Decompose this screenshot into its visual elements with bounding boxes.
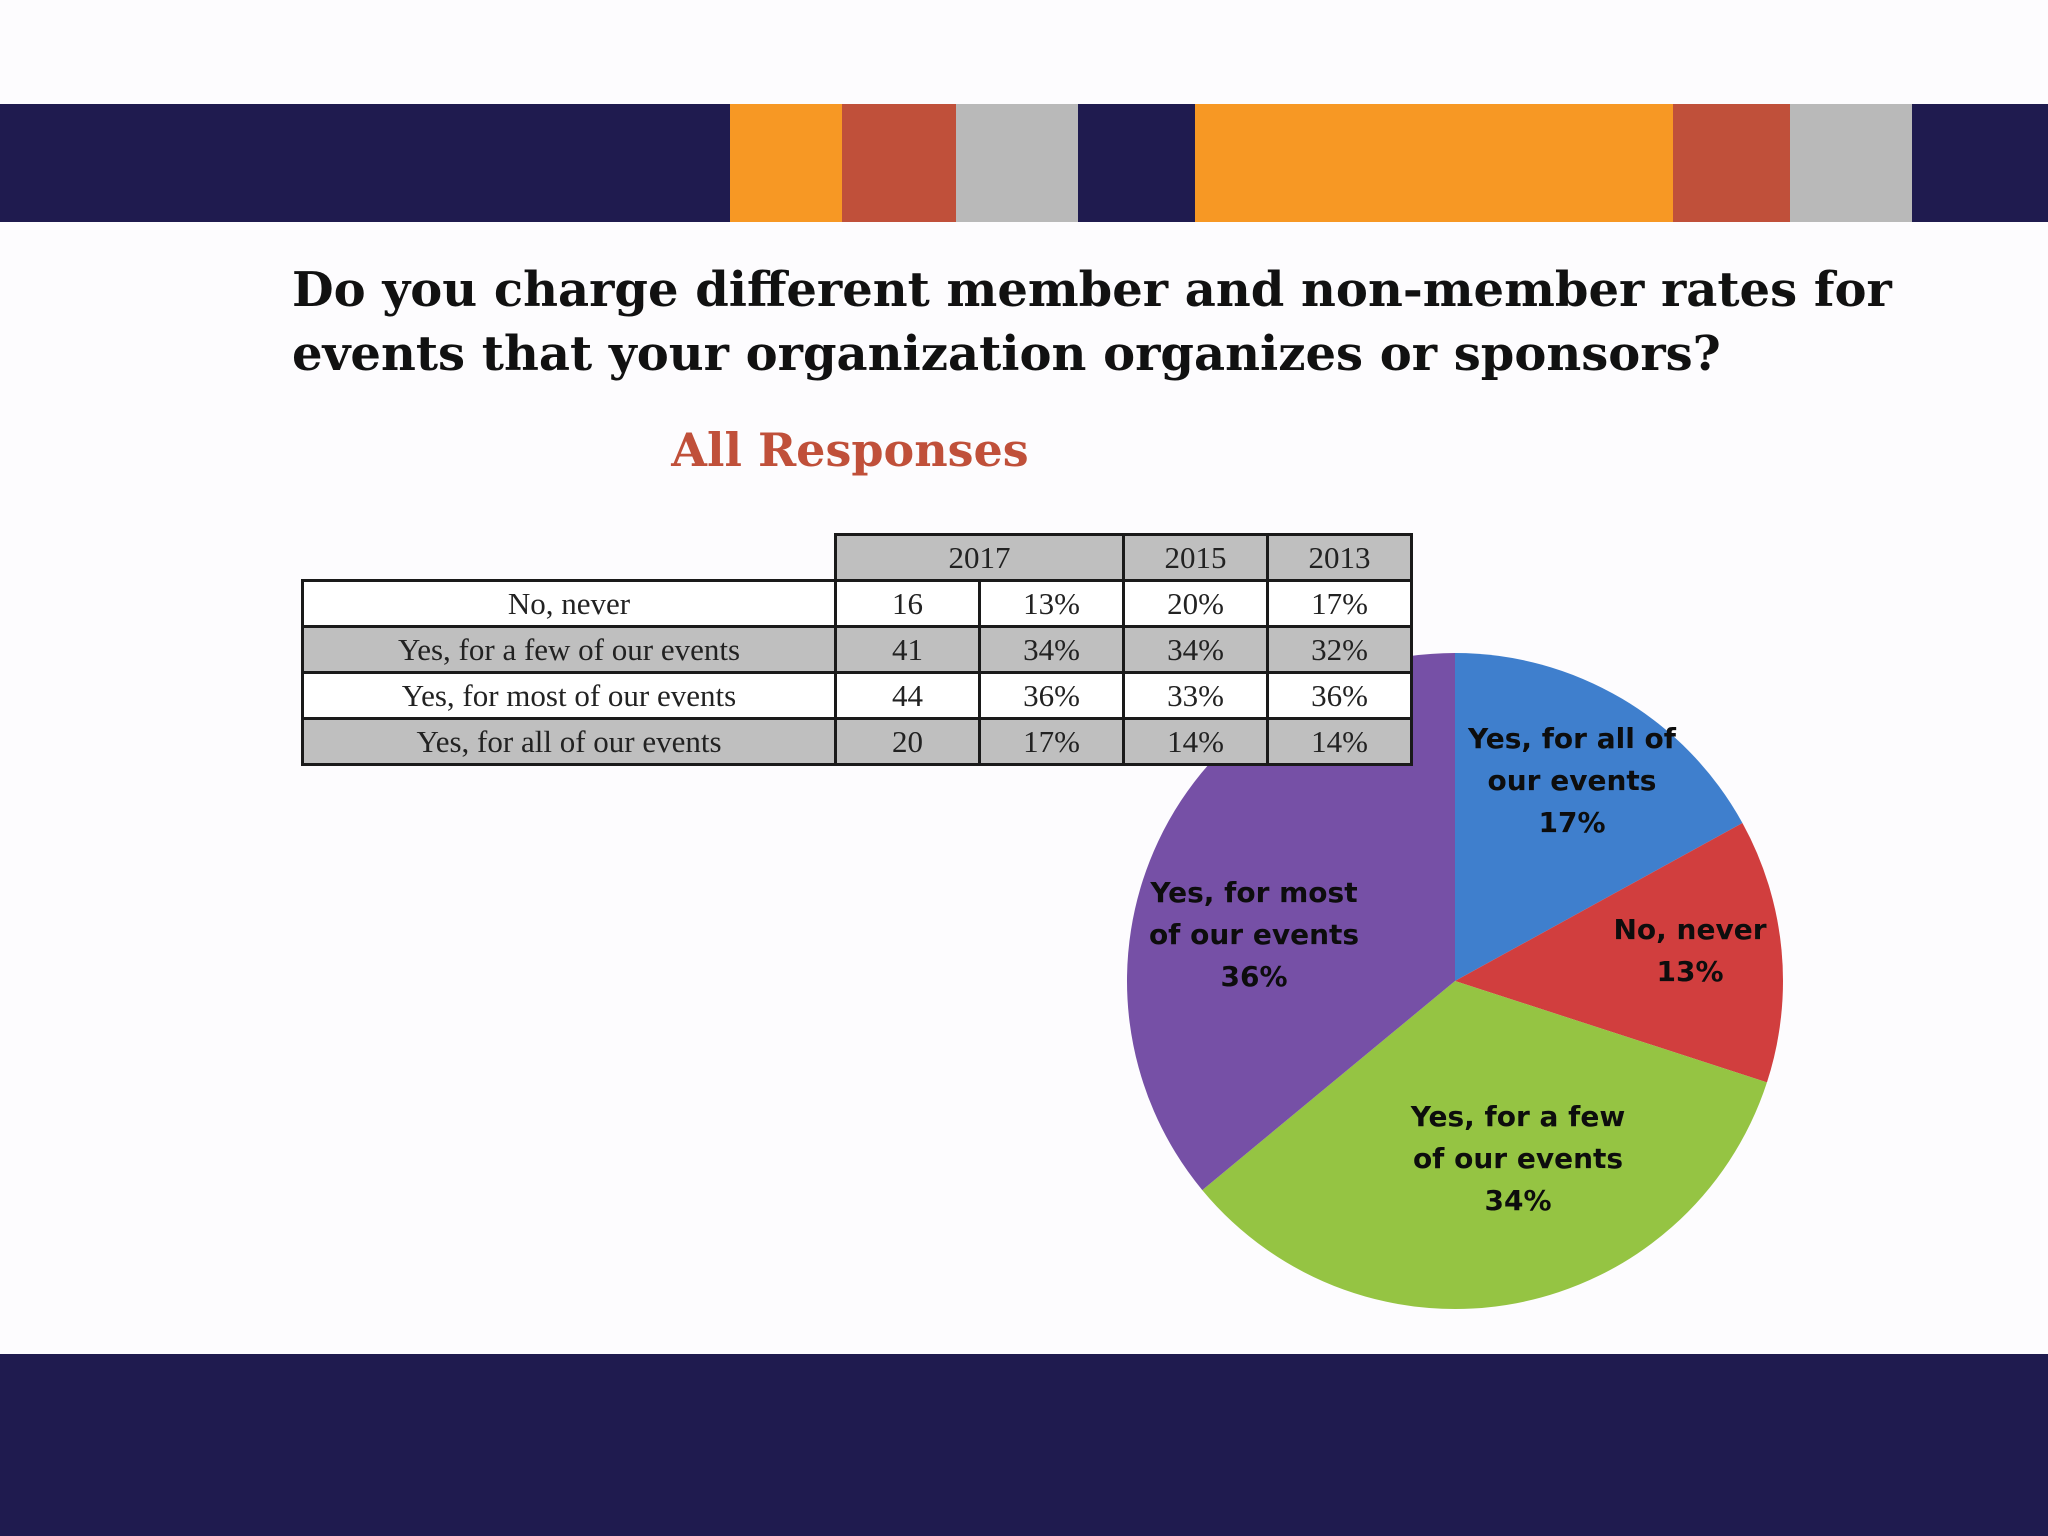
header-year-2015: 2015 [1122,533,1269,582]
pie-slice [1202,981,1767,1309]
percent-2013: 14% [1266,717,1413,766]
slice-label-line: Yes, for a few [1410,1100,1625,1133]
responses-table: 2017 2015 2013 No, never 16 13% 20% 17% … [301,533,1413,766]
slice-label-line: of our events [1149,918,1359,951]
band-navy-1 [0,104,730,222]
percent-2017: 34% [978,625,1125,674]
header-year-2017: 2017 [834,533,1125,582]
slice-label-line: No, never [1613,913,1766,946]
row-label: Yes, for all of our events [301,717,837,766]
percent-2017: 13% [978,579,1125,628]
table-row: Yes, for most of our events 44 36% 33% 3… [301,671,1413,720]
row-label: No, never [301,579,837,628]
band-orange-1 [730,104,842,222]
row-label: Yes, for a few of our events [301,625,837,674]
band-gray-2 [1790,104,1912,222]
slice-label: Yes, for a few of our events 34% [1410,1100,1625,1217]
slice-label-line: our events [1488,764,1657,797]
bottom-color-band [0,1354,2048,1536]
chart-subtitle: All Responses [671,423,1029,477]
row-label: Yes, for most of our events [301,671,837,720]
table-row: Yes, for all of our events 20 17% 14% 14… [301,717,1413,766]
top-color-band [0,104,2048,222]
count-2017: 16 [834,579,981,628]
percent-2013: 36% [1266,671,1413,720]
header-blank-cell [303,535,836,581]
percent-2017: 36% [978,671,1125,720]
band-gray-1 [956,104,1078,222]
table-row: No, never 16 13% 20% 17% [301,579,1413,628]
percent-2017: 17% [978,717,1125,766]
table-header-row: 2017 2015 2013 [303,533,1413,582]
band-navy-3 [1912,104,2048,222]
slice-label: Yes, for most of our events 36% [1149,876,1359,993]
slice-label: Yes, for all of our events 17% [1467,722,1677,839]
slice-label-line: 13% [1656,955,1723,988]
percent-2015: 14% [1122,717,1269,766]
band-navy-2 [1078,104,1195,222]
percent-2015: 34% [1122,625,1269,674]
percent-2013: 32% [1266,625,1413,674]
slice-label: No, never 13% [1613,913,1766,988]
percent-2013: 17% [1266,579,1413,628]
pie-slice [1126,653,1455,1191]
slide-question: Do you charge different member and non-m… [292,262,1892,382]
band-rust-2 [1673,104,1790,222]
count-2017: 20 [834,717,981,766]
slice-label-line: of our events [1413,1142,1623,1175]
slice-label-line: 34% [1484,1184,1551,1217]
count-2017: 41 [834,625,981,674]
slice-label-line: Yes, for most [1149,876,1357,909]
pie-slice [1455,822,1783,1083]
percent-2015: 33% [1122,671,1269,720]
percent-2015: 20% [1122,579,1269,628]
header-year-2013: 2013 [1266,533,1413,582]
band-orange-2 [1195,104,1673,222]
slice-label-line: 36% [1220,960,1287,993]
band-rust-1 [842,104,956,222]
count-2017: 44 [834,671,981,720]
table-row: Yes, for a few of our events 41 34% 34% … [301,625,1413,674]
slice-label-line: 17% [1538,806,1605,839]
pie-slice [1455,653,1743,981]
slice-label-line: Yes, for all of [1467,722,1677,755]
